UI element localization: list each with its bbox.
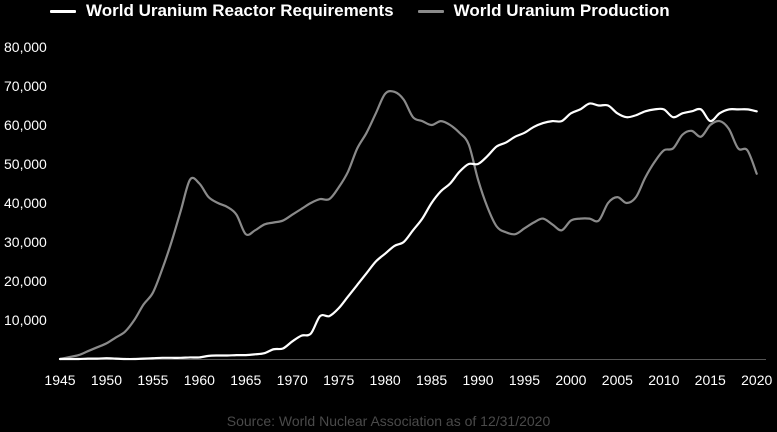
x-tick-label: 1970 — [277, 372, 308, 388]
x-axis-tick-labels: 1945 1950 1955 1960 1965 1970 1975 1980 1985 1990… — [44, 372, 772, 388]
legend-item-production: World Uranium Production — [417, 1, 670, 21]
y-tick-label: 60,000 — [4, 117, 47, 133]
x-tick-label: 2020 — [741, 372, 772, 388]
y-tick-label: 20,000 — [4, 273, 47, 289]
x-tick-label: 2015 — [695, 372, 726, 388]
x-tick-label: 1980 — [370, 372, 401, 388]
x-tick-label: 1950 — [91, 372, 122, 388]
x-tick-label: 1975 — [323, 372, 354, 388]
x-tick-label: 1990 — [462, 372, 493, 388]
legend-swatch-production — [417, 9, 444, 13]
x-tick-label: 2000 — [555, 372, 586, 388]
y-tick-label: 30,000 — [4, 234, 47, 250]
x-tick-label: 1945 — [44, 372, 75, 388]
y-axis-tick-labels: 10,000 20,000 30,000 40,000 50,000 60,000 70,0… — [4, 39, 47, 328]
source-note: Source: World Nuclear Association as of … — [226, 413, 551, 429]
x-tick-label: 2005 — [602, 372, 633, 388]
series-line-reactor-requirements — [58, 102, 758, 361]
x-tick-label: 2010 — [648, 372, 679, 388]
legend-swatch-requirements — [50, 9, 76, 13]
legend-label-requirements: World Uranium Reactor Requirements — [86, 1, 394, 20]
series-line-uranium-production — [58, 89, 758, 361]
x-tick-label: 1960 — [184, 372, 215, 388]
series-lines — [58, 89, 758, 361]
legend-label-production: World Uranium Production — [453, 1, 670, 20]
legend-item-requirements: World Uranium Reactor Requirements — [50, 1, 394, 21]
y-tick-label: 80,000 — [4, 39, 47, 55]
legend: World Uranium Reactor Requirements World… — [50, 0, 670, 22]
x-tick-label: 1995 — [509, 372, 540, 388]
x-tick-label: 1985 — [416, 372, 447, 388]
x-tick-label: 1965 — [230, 372, 261, 388]
y-tick-label: 50,000 — [4, 156, 47, 172]
y-tick-label: 10,000 — [4, 312, 47, 328]
y-tick-label: 40,000 — [4, 195, 47, 211]
y-tick-label: 70,000 — [4, 78, 47, 94]
x-tick-label: 1955 — [137, 372, 168, 388]
